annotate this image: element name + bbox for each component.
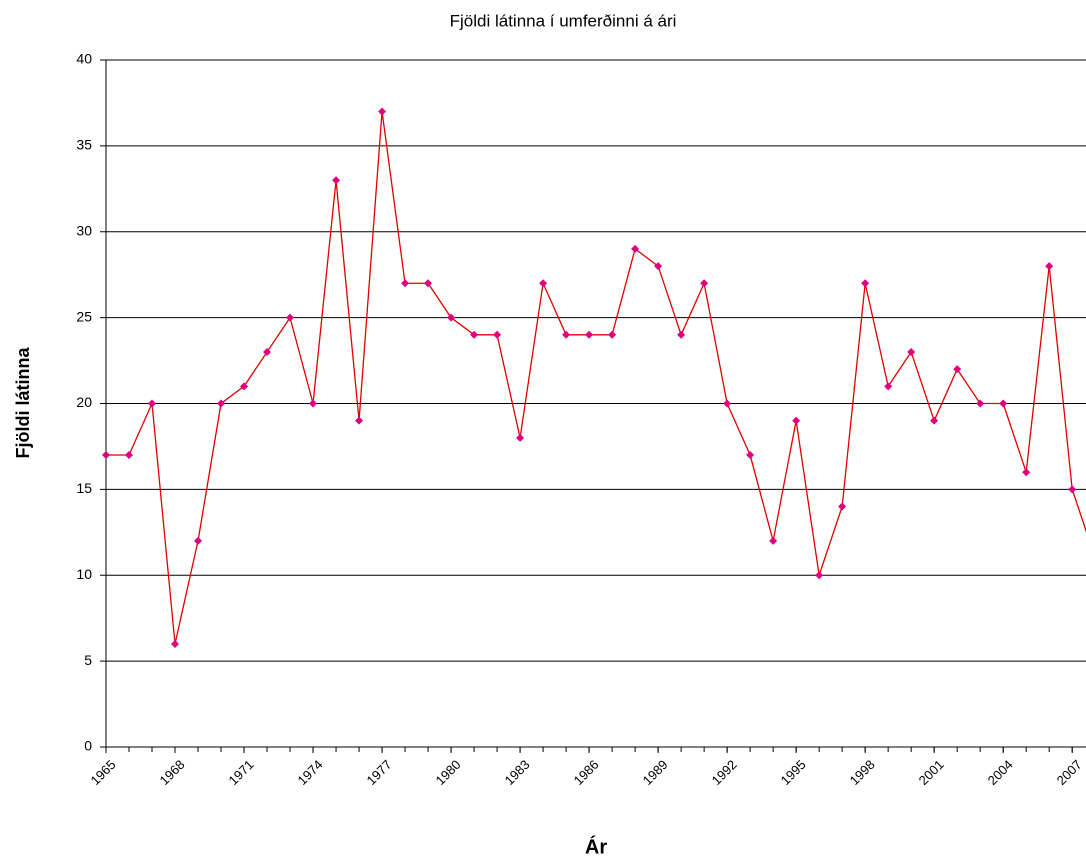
- point-marker: [194, 536, 203, 545]
- point-marker: [493, 330, 502, 339]
- point-marker: [401, 279, 410, 288]
- x-tick-label: 1965: [87, 757, 118, 788]
- y-tick-label: 40: [76, 51, 92, 67]
- x-tick-label: 1995: [778, 757, 809, 788]
- point-marker: [240, 382, 249, 391]
- point-marker: [1068, 485, 1077, 494]
- point-marker: [355, 416, 364, 425]
- y-tick-label: 15: [76, 480, 92, 496]
- point-marker: [976, 399, 985, 408]
- point-marker: [930, 416, 939, 425]
- x-tick-label: 1989: [640, 757, 671, 788]
- point-marker: [125, 451, 134, 460]
- x-tick-label: 1986: [571, 757, 602, 788]
- point-marker: [148, 399, 157, 408]
- y-tick-label: 35: [76, 137, 92, 153]
- x-tick-label: 1977: [364, 757, 395, 788]
- point-marker: [309, 399, 318, 408]
- point-marker: [585, 330, 594, 339]
- point-marker: [217, 399, 226, 408]
- point-marker: [470, 330, 479, 339]
- point-marker: [539, 279, 548, 288]
- x-tick-label: 2007: [1054, 757, 1085, 788]
- point-marker: [1045, 262, 1054, 271]
- point-marker: [286, 313, 295, 322]
- point-marker: [746, 451, 755, 460]
- x-tick-label: 1983: [502, 757, 533, 788]
- x-tick-label: 2004: [985, 757, 1016, 788]
- point-marker: [608, 330, 617, 339]
- point-marker: [723, 399, 732, 408]
- y-tick-label: 25: [76, 308, 92, 324]
- point-marker: [631, 244, 640, 253]
- point-marker: [884, 382, 893, 391]
- x-axis-label: Ár: [585, 835, 607, 858]
- x-tick-label: 2001: [916, 757, 947, 788]
- point-marker: [1022, 468, 1031, 477]
- x-tick-label: 1980: [433, 757, 464, 788]
- y-tick-label: 20: [76, 394, 92, 410]
- point-marker: [907, 347, 916, 356]
- line: [106, 111, 1086, 645]
- point-marker: [171, 639, 180, 648]
- plot-area: [102, 107, 1086, 648]
- y-tick-label: 10: [76, 566, 92, 582]
- point-marker: [792, 416, 801, 425]
- x-tick-label: 1968: [157, 757, 188, 788]
- point-marker: [999, 399, 1008, 408]
- y-axis-label: Fjöldi látinna: [13, 347, 33, 459]
- y-tick-label: 0: [84, 738, 92, 754]
- point-marker: [861, 279, 870, 288]
- point-marker: [332, 176, 341, 185]
- point-marker: [516, 433, 525, 442]
- x-tick-label: 1998: [847, 757, 878, 788]
- x-tick-label: 1992: [709, 757, 740, 788]
- point-marker: [263, 347, 272, 356]
- y-tick-label: 30: [76, 222, 92, 238]
- point-marker: [815, 571, 824, 580]
- chart-title: Fjöldi látinna í umferðinni á ári: [450, 11, 677, 30]
- point-marker: [838, 502, 847, 511]
- point-marker: [378, 107, 387, 116]
- point-marker: [953, 365, 962, 374]
- point-marker: [424, 279, 433, 288]
- point-marker: [700, 279, 709, 288]
- point-marker: [769, 536, 778, 545]
- point-marker: [102, 451, 110, 460]
- x-tick-label: 1971: [226, 757, 257, 788]
- x-tick-label: 1974: [295, 757, 326, 788]
- point-marker: [447, 313, 456, 322]
- point-marker: [654, 262, 663, 271]
- point-marker: [562, 330, 571, 339]
- point-marker: [677, 330, 686, 339]
- y-tick-label: 5: [84, 652, 92, 668]
